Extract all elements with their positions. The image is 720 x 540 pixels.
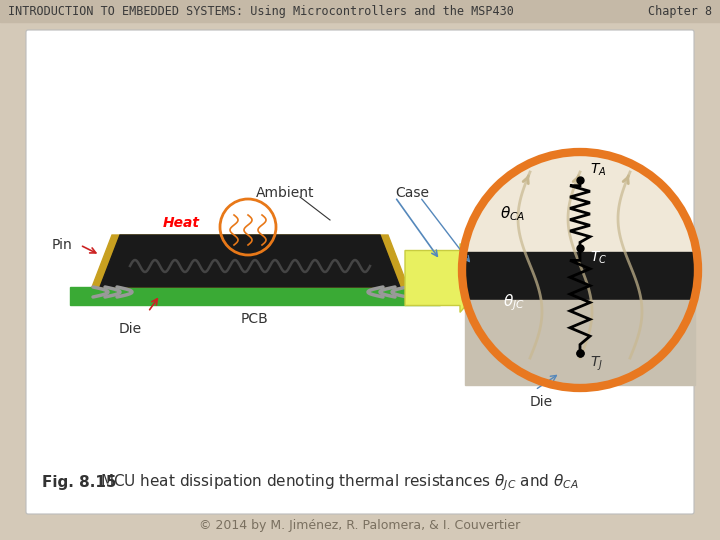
Bar [465, 252, 695, 300]
Text: © 2014 by M. Jiménez, R. Palomera, & I. Couvertier: © 2014 by M. Jiménez, R. Palomera, & I. … [199, 519, 521, 532]
Text: Case: Case [395, 186, 429, 200]
Text: $\theta_{JC}$: $\theta_{JC}$ [503, 292, 525, 313]
Text: $T_C$: $T_C$ [590, 250, 607, 266]
Polygon shape [92, 235, 408, 287]
Text: Die: Die [530, 395, 553, 409]
Bar [0, 0, 720, 22]
Bar [465, 300, 695, 385]
Text: PCB: PCB [241, 312, 269, 326]
Polygon shape [100, 235, 400, 287]
Text: INTRODUCTION TO EMBEDDED SYSTEMS: Using Microcontrollers and the MSP430: INTRODUCTION TO EMBEDDED SYSTEMS: Using … [8, 4, 514, 17]
Text: $T_J$: $T_J$ [590, 355, 603, 373]
Wedge shape [465, 155, 695, 270]
Wedge shape [465, 270, 695, 385]
FancyArrow shape [405, 244, 490, 312]
Text: $T_A$: $T_A$ [590, 161, 606, 178]
Text: Heat: Heat [163, 216, 200, 230]
Text: Die: Die [118, 322, 142, 336]
Text: Ambient: Ambient [256, 186, 314, 200]
Text: $\theta_{CA}$: $\theta_{CA}$ [500, 205, 525, 224]
Text: Chapter 8: Chapter 8 [648, 4, 712, 17]
FancyBboxPatch shape [26, 30, 694, 514]
Text: MCU heat dissipation denoting thermal resistances $\theta_{JC}$ and $\theta_{CA}: MCU heat dissipation denoting thermal re… [100, 472, 579, 494]
Text: Fig. 8.15: Fig. 8.15 [42, 476, 117, 490]
Bar [70, 287, 440, 305]
Text: Pin: Pin [51, 238, 72, 252]
